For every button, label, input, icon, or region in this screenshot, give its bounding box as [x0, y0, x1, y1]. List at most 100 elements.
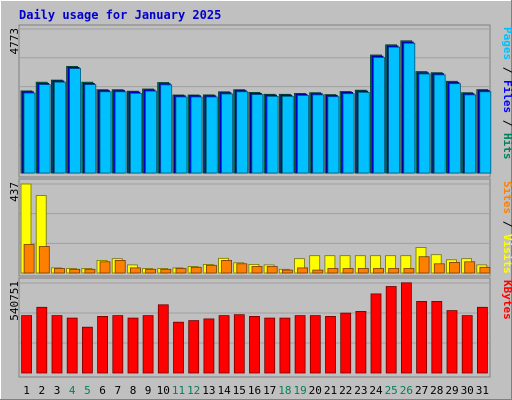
bar-kbytes-day-26	[400, 282, 412, 374]
bar-kbytes-day-29	[446, 310, 458, 374]
bar-kbytes-day-22	[340, 312, 352, 374]
x-tick-label-day-8: 8	[130, 384, 137, 397]
bar-kbytes-day-6	[97, 315, 108, 374]
x-tick-label-day-1: 1	[23, 384, 30, 397]
bar-kbytes-day-30	[461, 315, 473, 374]
bar-kbytes-day-27	[416, 300, 428, 374]
bar-kbytes-day-12	[188, 320, 200, 374]
panel-hits-files-pages: 4773 Pages / Files / Hits	[8, 24, 512, 178]
legend-item-pages: Pages	[501, 27, 512, 60]
bar-pages-day-14	[221, 93, 233, 174]
bar-pages-day-7	[114, 91, 127, 174]
bar-pages-day-26	[403, 42, 416, 174]
panel-3-legend: KBytes	[501, 280, 512, 320]
bar-sites-day-2	[38, 246, 50, 274]
bar-sites-day-13	[205, 264, 217, 274]
bar-pages-day-8	[129, 93, 142, 174]
bar-kbytes-day-28	[431, 300, 443, 374]
panel-2-gridlines	[20, 183, 489, 244]
bar-sites-day-8	[129, 267, 141, 274]
bar-sites-day-10	[160, 268, 172, 274]
x-tick-label-day-4: 4	[69, 384, 76, 397]
bar-kbytes-day-13	[203, 318, 215, 374]
bar-pages-day-23	[357, 92, 370, 174]
bar-pages-day-11	[175, 96, 188, 174]
bar-pages-day-24	[373, 57, 385, 174]
bar-pages-day-10	[160, 84, 173, 174]
bar-kbytes-day-25	[385, 286, 397, 374]
bar-pages-day-2	[38, 84, 51, 174]
bar-sites-day-21	[327, 268, 339, 274]
bar-sites-day-16	[251, 266, 263, 274]
x-tick-label-day-11: 11	[172, 384, 185, 397]
x-axis-day-labels: 1 2 3 4 5 6 7 8 9 10 11 12 13 14 15 16 17 18 19 20 21 22 23 24 2…	[23, 384, 489, 397]
panel-2-bars	[20, 183, 491, 274]
bar-kbytes-day-10	[157, 304, 169, 374]
x-tick-label-day-20: 20	[309, 384, 322, 397]
x-tick-label-day-16: 16	[248, 384, 261, 397]
bar-kbytes-day-15	[233, 314, 245, 374]
x-tick-label-day-14: 14	[217, 384, 231, 397]
panel-kbytes: 540751 KBytes	[8, 277, 512, 378]
bar-sites-day-22	[342, 268, 354, 274]
legend-separator: /	[501, 214, 512, 234]
bar-sites-day-26	[403, 268, 415, 274]
x-tick-label-day-2: 2	[38, 384, 45, 397]
bar-sites-day-24	[373, 268, 384, 274]
bar-sites-day-19	[297, 267, 309, 274]
bar-sites-day-6	[99, 261, 111, 274]
x-tick-label-day-13: 13	[202, 384, 215, 397]
bar-sites-day-18	[281, 269, 293, 274]
bar-pages-day-20	[312, 94, 325, 174]
panel-1-ymax-label: 4773	[8, 28, 21, 55]
x-tick-label-day-22: 22	[339, 384, 352, 397]
x-tick-label-day-24: 24	[369, 384, 383, 397]
x-tick-label-day-25: 25	[385, 384, 398, 397]
bar-pages-day-4	[69, 68, 81, 174]
bar-pages-day-16	[251, 94, 264, 174]
x-tick-label-day-6: 6	[99, 384, 106, 397]
bar-pages-day-22	[342, 93, 355, 174]
bar-kbytes-day-24	[370, 293, 382, 374]
bar-kbytes-day-4	[66, 317, 78, 374]
bar-sites-day-23	[357, 268, 369, 274]
panel-sites-visits: 437 Sites / Visits	[8, 178, 512, 277]
bar-pages-day-31	[479, 91, 492, 174]
panel-2-ymax-label: 437	[8, 182, 21, 202]
bar-kbytes-day-11	[173, 321, 184, 374]
x-tick-label-day-9: 9	[145, 384, 152, 397]
x-tick-label-day-18: 18	[278, 384, 291, 397]
legend-item-hits: Hits	[501, 133, 512, 160]
bar-kbytes-day-18	[279, 317, 291, 374]
x-tick-label-day-27: 27	[415, 384, 428, 397]
bar-kbytes-day-16	[249, 315, 260, 374]
x-tick-label-day-3: 3	[54, 384, 61, 397]
bar-sites-day-5	[84, 268, 96, 274]
bar-kbytes-day-20	[309, 315, 321, 374]
x-tick-label-day-23: 23	[354, 384, 367, 397]
bar-pages-day-1	[23, 92, 36, 174]
bar-sites-day-31	[479, 266, 491, 274]
panel-3-right-label: KBytes	[501, 280, 512, 320]
bar-pages-day-15	[236, 91, 249, 174]
panel-3-ymax-label: 540751	[8, 281, 21, 321]
bar-sites-day-12	[190, 266, 202, 274]
bar-pages-day-18	[281, 96, 294, 174]
x-tick-label-day-29: 29	[445, 384, 458, 397]
bar-kbytes-day-3	[51, 315, 63, 374]
bar-kbytes-day-17	[264, 317, 276, 374]
bar-pages-day-3	[54, 81, 66, 174]
panel-plot-area-2	[18, 178, 491, 277]
bar-sites-day-17	[266, 266, 278, 274]
bar-kbytes-day-1	[21, 315, 33, 374]
bar-kbytes-day-19	[294, 315, 306, 374]
bar-kbytes-day-14	[218, 315, 230, 374]
legend-item-visits: Visits	[501, 234, 512, 274]
bar-sites-day-9	[145, 268, 157, 274]
x-tick-label-day-31: 31	[476, 384, 489, 397]
legend-item-kbytes: KBytes	[501, 280, 512, 320]
x-tick-label-day-15: 15	[233, 384, 246, 397]
bar-sites-day-15	[236, 263, 248, 274]
panel-1-right-label: Pages / Files / Hits	[501, 27, 512, 160]
